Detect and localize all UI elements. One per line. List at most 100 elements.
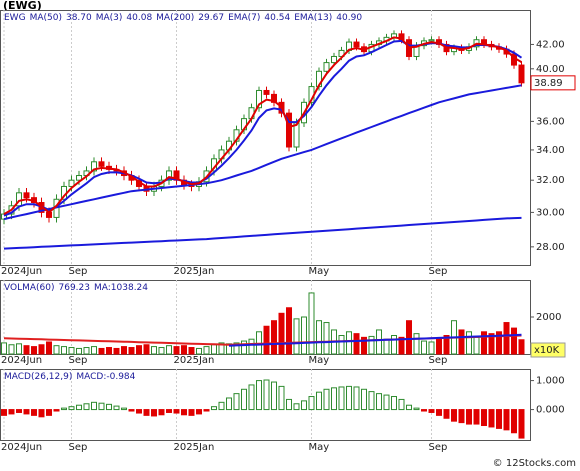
x-tick-label: 2024Jun [1,442,42,453]
bar [398,398,405,411]
bar [196,347,202,355]
bar [8,409,15,415]
bar [436,409,442,416]
bar [241,340,247,355]
bar [91,346,97,355]
header-item: VOLMA(60) [4,283,55,293]
bar [301,400,307,411]
candle-body [518,64,525,84]
bar [136,345,142,355]
x-tick-label: Sep [429,355,448,366]
bar [496,409,502,429]
bar [203,409,210,412]
bar [68,406,75,411]
bar [473,409,480,425]
bar [376,393,382,411]
bar [451,409,457,422]
x-tick-label: Sep [429,442,448,453]
bar [466,331,472,355]
bar [38,409,45,418]
bar [361,336,367,355]
y-tick-label: 40.00 [536,64,565,75]
bar [271,320,277,355]
bar [46,409,52,416]
bar [346,385,352,411]
bar [346,331,352,355]
bar [68,347,75,355]
candle-body [98,161,105,167]
bar [16,343,22,355]
bar [436,338,442,355]
bar [428,409,435,413]
header-item: MA(200) [156,13,194,23]
candle-body [353,41,360,48]
panel-header: MACD(26,12,9) MACD:-0.984 [4,372,136,382]
candle-body [256,89,262,109]
bar [413,407,420,411]
footer: © 12Stocks.com [493,458,576,469]
bar [518,409,525,439]
x-tick-label: Sep [69,442,88,453]
bar [76,404,82,411]
header-item: EMA(7) [228,13,260,23]
bar [121,407,127,411]
x-tick-label: May [309,442,330,453]
bar [301,316,307,355]
bar [46,341,52,355]
panel-header: VOLMA(60) 769.23 MA:1038.24 [4,283,148,293]
candle-body [286,112,292,148]
bar [293,318,300,355]
bar [91,401,97,411]
bar [121,346,127,355]
header-item: 40.90 [336,13,362,23]
bar [83,403,90,411]
bar [61,407,67,411]
candle-body [323,62,330,72]
bar [278,312,285,355]
bar [331,387,337,411]
bar [488,333,495,355]
bar [151,346,157,355]
bar [496,331,502,355]
bar [413,333,420,355]
bar [83,347,90,355]
bar [443,409,450,419]
bar [271,381,277,411]
bar [23,345,30,355]
bar [511,327,517,355]
bar [383,394,390,411]
last-price-box [530,75,576,91]
header-item: EMA(13) [294,13,332,23]
bar [16,409,22,413]
bar [31,409,37,416]
bar [158,347,165,355]
y-tick-label: 42.00 [536,39,565,50]
bar [466,409,472,425]
bar [263,325,270,355]
header-item: 29.67 [198,13,224,23]
bar [458,409,465,424]
bar [383,338,390,355]
y-tick-label: 0.000 [536,405,565,416]
bar [278,385,285,411]
bar [338,335,345,355]
bar [503,322,510,355]
line-series [3,84,522,221]
bar [196,409,202,415]
bar [181,345,187,355]
bar [188,409,195,416]
bar [241,388,247,411]
y-tick-label: 34.00 [536,145,565,156]
x-tick-label: May [309,355,330,366]
header-item: MACD(26,12,9) [4,372,72,382]
bar [8,344,15,355]
bar [113,347,120,355]
bar [53,409,60,412]
bar [218,342,225,355]
x-tick-label: 2025Jan [174,355,215,366]
bar [353,333,360,355]
bar [481,331,487,355]
bar [218,401,225,411]
unit-box [530,342,566,358]
